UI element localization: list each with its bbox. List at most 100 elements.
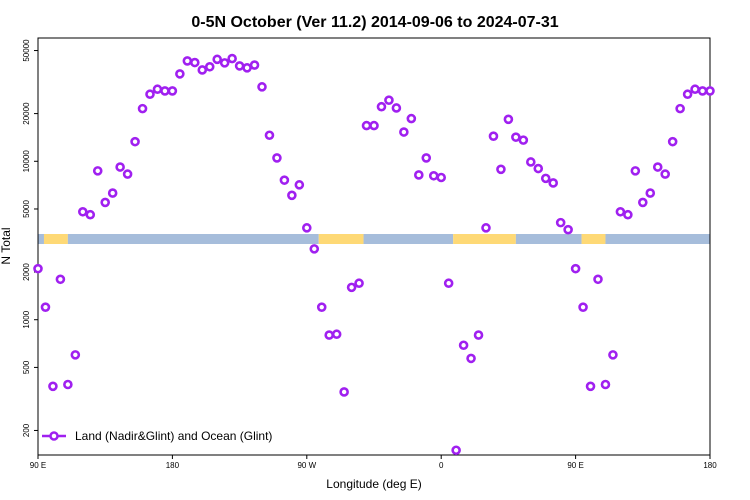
data-point <box>376 101 387 112</box>
data-point <box>436 172 447 183</box>
data-point <box>578 302 588 312</box>
data-point <box>369 120 379 131</box>
data-point <box>630 166 641 176</box>
data-point <box>137 103 148 114</box>
data-point <box>272 153 282 163</box>
data-point <box>152 84 163 95</box>
data-point <box>608 350 618 360</box>
data-point <box>92 166 103 176</box>
data-point <box>48 381 58 392</box>
data-point <box>249 60 260 70</box>
legend-marker <box>49 431 59 441</box>
y-tick-label: 5000 <box>22 200 31 218</box>
data-point <box>690 84 700 95</box>
data-point <box>100 197 110 208</box>
legend-label: Land (Nadir&Glint) and Ocean (Glint) <box>75 429 272 443</box>
data-point <box>182 56 193 66</box>
data-point <box>339 387 349 397</box>
data-point <box>667 136 678 147</box>
data-point <box>204 61 215 72</box>
data-point <box>682 89 693 100</box>
data-point <box>70 350 81 360</box>
data-point <box>242 63 252 73</box>
data-point <box>570 263 581 274</box>
data-point <box>354 278 364 289</box>
data-point <box>645 188 656 198</box>
data-point <box>287 190 297 201</box>
y-tick-label: 20000 <box>22 102 31 125</box>
data-point <box>257 82 267 92</box>
data-point <box>301 223 312 233</box>
band-segment-land <box>453 234 516 244</box>
data-point <box>488 131 499 141</box>
data-point <box>525 157 536 167</box>
band-segment-ocean <box>605 234 710 244</box>
x-tick-label: 90 E <box>567 461 583 470</box>
data-point <box>115 162 125 172</box>
y-tick-label: 1000 <box>22 310 31 328</box>
x-tick-label: 90 W <box>297 461 316 470</box>
y-tick-label: 10000 <box>22 150 31 173</box>
data-point <box>227 53 237 64</box>
data-point <box>197 65 208 75</box>
data-point <box>675 103 685 114</box>
data-point <box>540 173 551 184</box>
data-point <box>264 130 275 141</box>
data-points <box>33 53 715 456</box>
band-segment-land <box>581 234 606 244</box>
data-point <box>593 274 603 285</box>
band-segment-land <box>43 234 68 244</box>
data-point <box>533 163 544 174</box>
plot-frame <box>37 37 711 456</box>
x-tick-label: 0 <box>439 461 444 470</box>
data-point <box>615 206 626 217</box>
data-point <box>331 329 342 340</box>
data-point <box>555 217 566 228</box>
data-point <box>190 57 200 68</box>
x-axis-ticks: 90 E 180 90 W 0 90 E 180 <box>30 455 717 470</box>
data-point <box>518 135 529 145</box>
chart-title: 0-5N October (Ver 11.2) 2014-09-06 to 20… <box>191 14 558 31</box>
data-point <box>219 58 230 68</box>
y-tick-label: 200 <box>22 423 31 437</box>
data-point <box>548 178 559 188</box>
data-point <box>637 197 648 208</box>
x-axis-label: Longitude (deg E) <box>326 477 421 491</box>
data-point <box>160 86 170 96</box>
data-point <box>399 127 409 137</box>
surface-type-band <box>38 234 710 244</box>
data-point <box>279 175 290 185</box>
data-point <box>55 274 66 285</box>
y-axis-ticks: 200 500 1000 2000 5000 10000 20000 50000 <box>22 39 38 437</box>
data-point <box>563 224 573 235</box>
x-tick-label: 180 <box>703 461 717 470</box>
band-segment-ocean <box>67 234 319 244</box>
data-point <box>451 445 461 456</box>
data-point <box>78 206 88 217</box>
data-point <box>481 223 491 233</box>
y-tick-label: 50000 <box>22 39 31 62</box>
data-point <box>623 209 633 220</box>
data-point <box>466 353 476 364</box>
y-tick-label: 500 <box>22 360 31 374</box>
data-point <box>391 103 402 113</box>
data-point <box>384 95 394 105</box>
band-segment-ocean <box>515 234 582 244</box>
data-point <box>122 169 133 179</box>
data-point <box>234 61 245 71</box>
data-point <box>503 114 514 125</box>
data-point <box>705 86 715 96</box>
y-tick-label: 2000 <box>22 263 31 281</box>
data-point <box>85 209 96 220</box>
band-segment-ocean <box>363 234 454 244</box>
data-point <box>406 113 417 124</box>
data-point <box>511 132 521 142</box>
data-point <box>107 188 118 198</box>
data-point <box>294 180 305 190</box>
data-point <box>167 86 178 96</box>
legend: Land (Nadir&Glint) and Ocean (Glint) <box>42 429 272 443</box>
data-point <box>697 86 708 96</box>
data-point <box>428 170 439 181</box>
data-point <box>324 330 335 340</box>
